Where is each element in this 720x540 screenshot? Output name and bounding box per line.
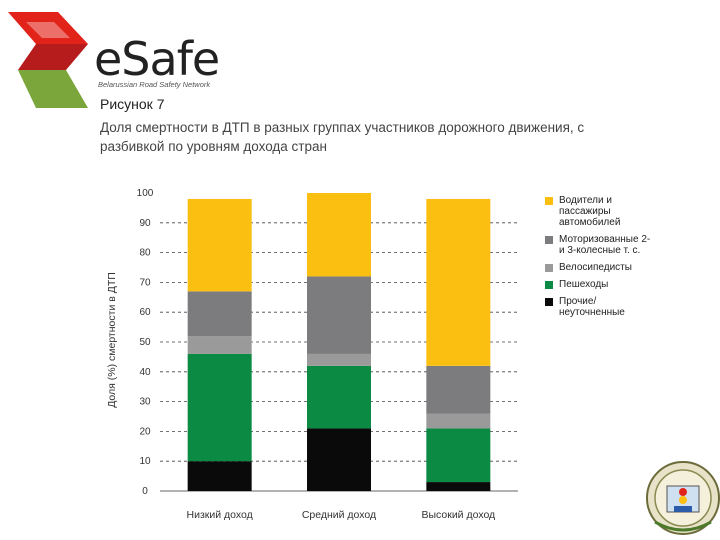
legend-item: Прочие/ неуточненные — [545, 296, 655, 318]
bar-segment — [187, 198, 252, 292]
legend-item: Велосипедисты — [545, 262, 655, 273]
y-tick-label: 40 — [139, 367, 151, 378]
y-tick-label: 30 — [139, 397, 151, 408]
bar-segment — [426, 428, 491, 483]
traffic-police-emblem-icon — [646, 461, 720, 535]
x-tick-label: Высокий доход — [421, 509, 495, 521]
legend-item: Водители и пассажиры автомобилей — [545, 195, 655, 228]
legend-label: Велосипедисты — [559, 262, 632, 273]
bar-segment — [426, 365, 491, 414]
legend-swatch — [545, 281, 553, 289]
bar-segment — [187, 336, 252, 354]
x-tick-label: Низкий доход — [187, 509, 253, 521]
y-tick-label: 100 — [137, 188, 154, 199]
legend-label: Моторизованные 2- и 3-колесные т. с. — [559, 234, 651, 256]
legend-swatch — [545, 264, 553, 272]
y-tick-label: 0 — [142, 486, 148, 497]
legend-label: Водители и пассажиры автомобилей — [559, 195, 621, 228]
bar-segment — [426, 482, 491, 491]
brand-tagline: Belarussian Road Safety Network — [98, 80, 211, 89]
bar-segment — [307, 365, 371, 429]
legend-swatch — [545, 236, 553, 244]
legend-label: Пешеходы — [559, 279, 609, 290]
chart-legend: Водители и пассажиры автомобилей Моториз… — [545, 195, 655, 324]
brand-name: eSafe — [94, 32, 220, 86]
y-tick-label: 50 — [139, 337, 151, 348]
x-tick-label: Средний доход — [302, 509, 376, 521]
bar-segment — [187, 461, 252, 491]
bar-segment — [426, 198, 491, 366]
y-tick-label: 60 — [139, 307, 151, 318]
y-tick-label: 10 — [139, 456, 151, 467]
esafe-logo-icon — [8, 12, 88, 108]
legend-label: Прочие/ неуточненные — [559, 296, 625, 318]
bar-segment — [187, 291, 252, 337]
legend-item: Пешеходы — [545, 279, 655, 290]
y-tick-label: 20 — [139, 426, 151, 437]
legend-swatch — [545, 197, 553, 205]
bar-segment — [187, 353, 252, 462]
y-axis-label: Доля (%) смертности в ДТП — [106, 272, 118, 408]
y-tick-label: 80 — [139, 248, 151, 259]
figure-label: Рисунок 7 — [100, 96, 165, 112]
figure-title: Доля смертности в ДТП в разных группах у… — [100, 120, 585, 154]
legend-swatch — [545, 298, 553, 306]
bar-segment — [307, 193, 371, 277]
bar-segment — [426, 413, 491, 429]
y-tick-label: 70 — [139, 277, 151, 288]
y-tick-label: 90 — [139, 218, 151, 229]
bar-segment — [307, 428, 371, 491]
legend-item: Моторизованные 2- и 3-колесные т. с. — [545, 234, 655, 256]
bar-segment — [307, 353, 371, 366]
bar-segment — [307, 276, 371, 354]
